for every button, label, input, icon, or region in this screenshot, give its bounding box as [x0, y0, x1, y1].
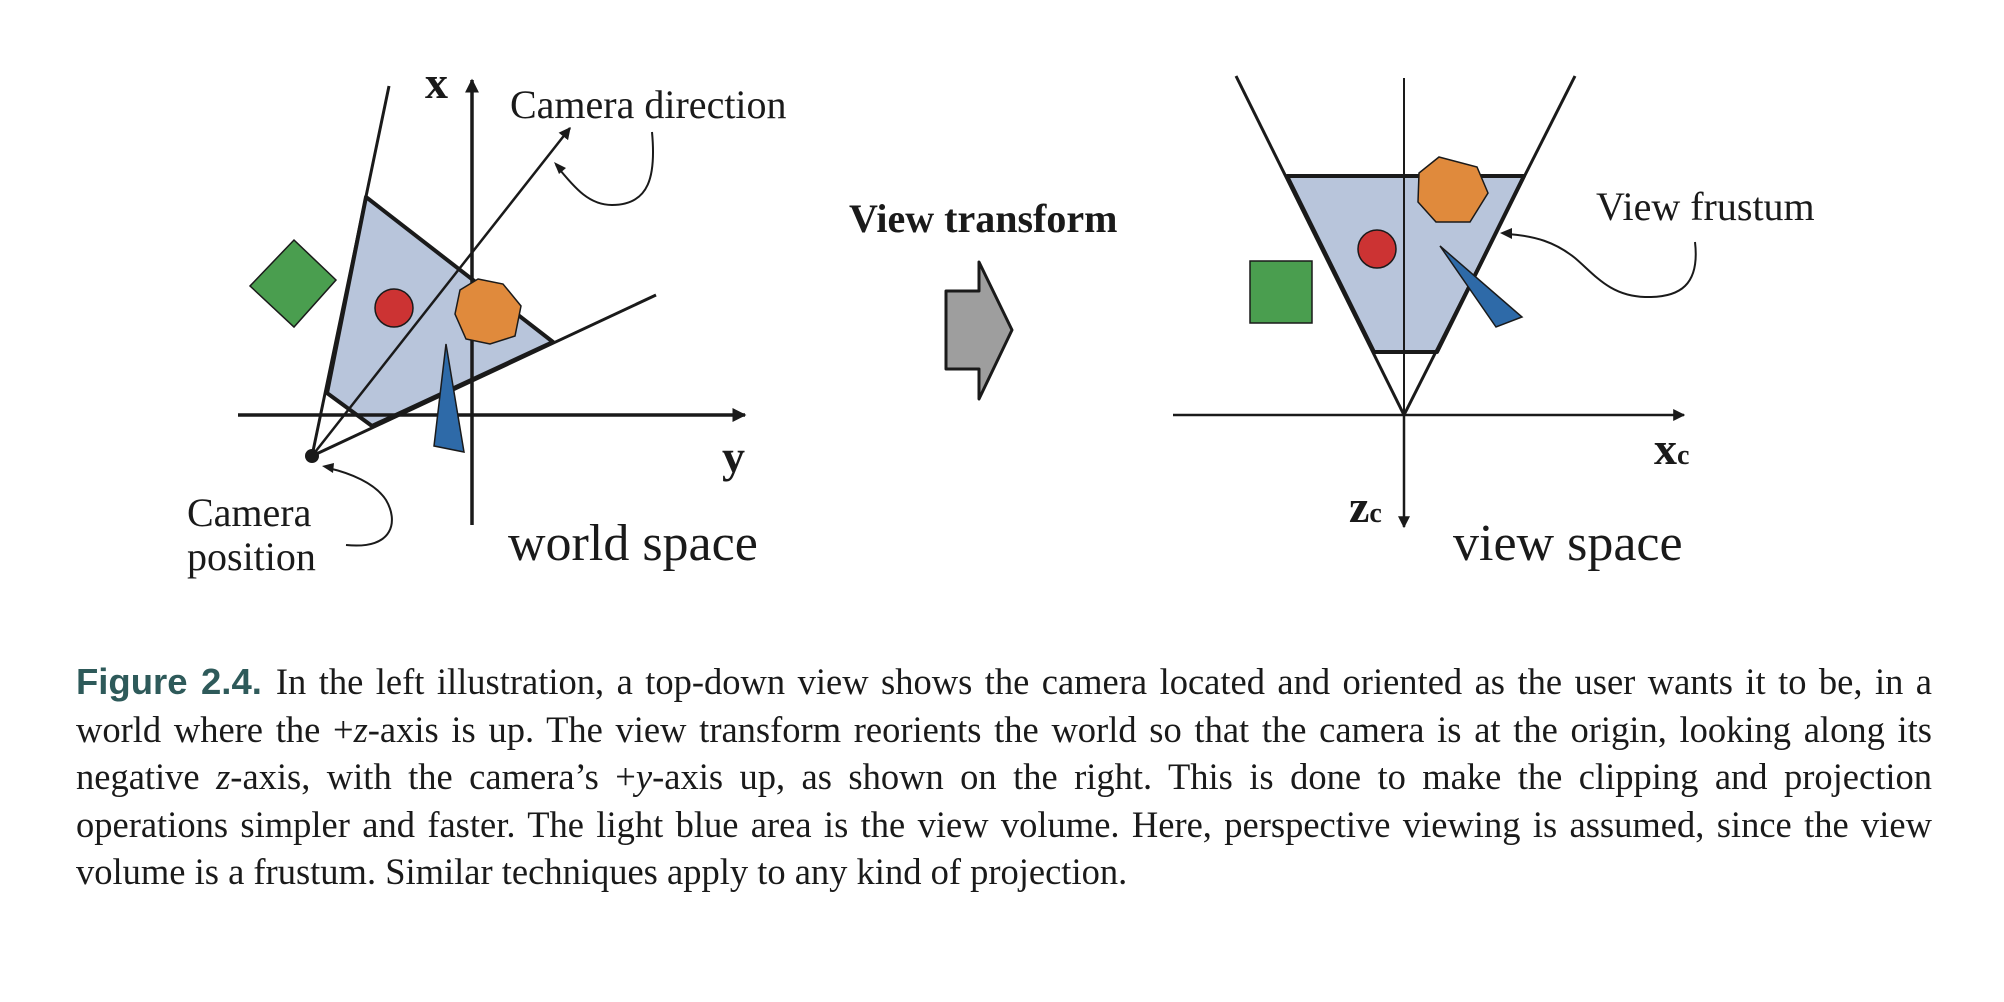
- world-blue-wedge: [433, 343, 465, 453]
- view-transform-arrow-icon: [944, 260, 1014, 401]
- camera-direction-label: Camera direction: [510, 82, 787, 127]
- view-zc-axis-letter: z: [1349, 481, 1369, 532]
- view-green-square: [1249, 260, 1313, 324]
- camera-position-label-line1: Camera: [187, 490, 312, 535]
- view-frustum-edge-left: [1234, 75, 1406, 416]
- camera-position-pointer-head: [322, 463, 334, 473]
- view-xc-axis-letter: x: [1654, 423, 1677, 474]
- camera-direction-pointer: [555, 131, 655, 207]
- world-space-panel: x y Camera direction Camera position wor…: [187, 57, 787, 579]
- view-transform-panel: View transform: [849, 196, 1117, 401]
- caption-var-3: y: [635, 756, 653, 797]
- view-zc-axis-label: zc: [1349, 481, 1382, 532]
- world-green-square: [248, 238, 338, 329]
- view-red-circle: [1357, 229, 1397, 269]
- caption-text-4: -axis up, as shown on the right. This is…: [76, 756, 1932, 892]
- world-red-circle: [374, 288, 414, 328]
- view-frustum-label: View frustum: [1596, 184, 1815, 229]
- view-zc-axis-subscript: c: [1369, 498, 1381, 529]
- view-xc-axis-subscript: c: [1677, 440, 1689, 471]
- view-orange-heptagon: [1417, 156, 1489, 223]
- caption-text-2: -axis is up. The view transform reorient…: [76, 708, 1932, 798]
- view-frustum-pointer-head: [1500, 228, 1512, 239]
- world-space-label: world space: [508, 515, 758, 572]
- view-transform-label: View transform: [849, 196, 1117, 241]
- figure-caption: Figure 2.4. In the left illustration, a t…: [76, 658, 1932, 896]
- figure-caption-lead: Figure 2.4.: [76, 661, 262, 702]
- world-frustum-edge-left: [310, 85, 391, 457]
- caption-var-2: z: [216, 756, 231, 797]
- view-xc-axis-label: xc: [1654, 423, 1689, 474]
- view-transform-diagram: x y Camera direction Camera position wor…: [187, 57, 1815, 579]
- view-space-label: view space: [1453, 515, 1683, 572]
- view-frustum-edge-right: [1402, 75, 1577, 416]
- caption-text-3: -axis, with the camera’s +: [230, 756, 636, 797]
- world-x-axis-label: x: [425, 57, 448, 108]
- view-frustum-shape: [1285, 174, 1526, 354]
- view-frustum-pointer: [1507, 233, 1697, 299]
- camera-direction-arrow: [311, 127, 571, 457]
- camera-direction-pointer-head: [554, 162, 566, 174]
- view-blue-wedge: [1439, 245, 1524, 328]
- camera-point: [305, 449, 319, 463]
- caption-text-1: In the left illustration, a top-down vie…: [76, 661, 1932, 750]
- caption-var-1: z: [353, 708, 368, 750]
- camera-position-label-line2: position: [187, 534, 316, 579]
- world-orange-heptagon: [454, 278, 522, 345]
- camera-position-pointer: [327, 467, 393, 547]
- world-frustum-edge-right: [311, 293, 657, 458]
- world-y-axis-label: y: [722, 431, 745, 482]
- view-space-panel: View frustum xc zc view space: [1173, 75, 1815, 572]
